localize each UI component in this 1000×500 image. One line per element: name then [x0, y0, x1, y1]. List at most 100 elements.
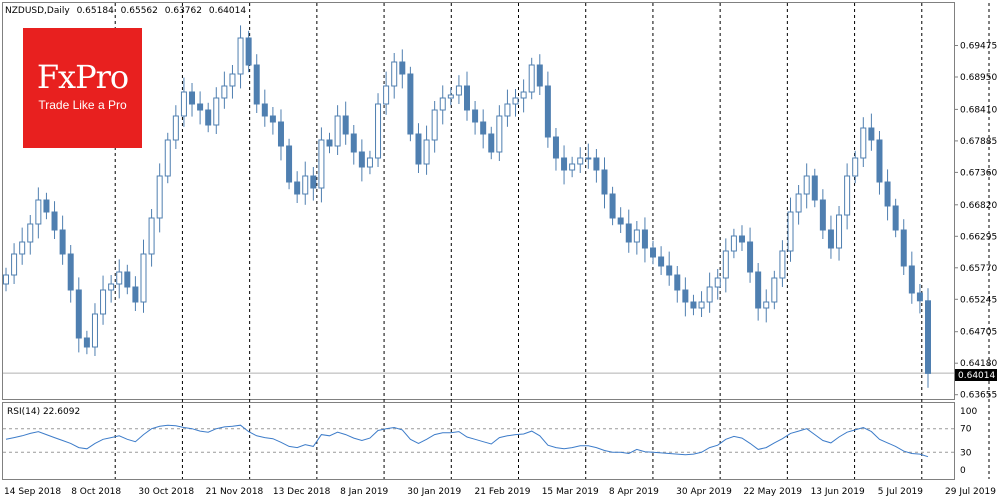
date-tick-label: 21 Feb 2019 [475, 487, 531, 497]
candle-body [205, 109, 212, 126]
date-tick-label: 5 Jul 2019 [878, 487, 923, 497]
candle-body [819, 199, 826, 231]
candle-body [75, 289, 82, 339]
candle-body [310, 175, 317, 189]
price-axis: 0.69475 0.68950 0.68410 0.67885 0.67360 0.668… [954, 42, 997, 401]
candle-body [787, 211, 794, 252]
low-value: 0.63762 [165, 6, 202, 16]
candle-body [706, 286, 713, 303]
candle-body [132, 286, 139, 303]
rsi-axis: 100 70 30 0 [960, 407, 977, 476]
candle-body [237, 37, 244, 75]
candle-body [601, 169, 608, 195]
date-axis: 14 Sep 2018 8 Oct 2018 30 Oct 2018 21 Nov 2… [4, 487, 996, 497]
rsi-panel-frame [2, 402, 955, 480]
candle-body [156, 175, 163, 219]
candle-body [714, 277, 721, 288]
candle-body [415, 133, 422, 165]
candle-body [148, 217, 155, 255]
candle-body [326, 139, 333, 147]
open-value: 0.65184 [77, 6, 114, 16]
price-tick-label: 0.67885 [960, 137, 997, 147]
candle-body [455, 85, 462, 96]
date-tick-label: 29 Jul 2019 [945, 487, 996, 497]
candle-body [43, 199, 50, 213]
price-tick-label: 0.68410 [960, 105, 997, 115]
fxpro-logo: FxPro Trade Like a Pro [23, 28, 142, 148]
candle-body [197, 103, 204, 111]
candle-body [779, 250, 786, 279]
candle-body [91, 313, 98, 348]
candle-body [140, 253, 147, 303]
date-tick-label: 30 Oct 2018 [138, 487, 194, 497]
candle-body [375, 103, 382, 159]
rsi-tick-label: 0 [960, 466, 966, 476]
candle-body [666, 265, 673, 276]
logo-tagline: Trade Like a Pro [38, 98, 127, 112]
candle-body [261, 103, 268, 117]
price-tick-label: 0.65245 [960, 295, 997, 305]
candle-body [407, 73, 414, 135]
candle-body [633, 229, 640, 243]
vertical-grid [114, 3, 990, 479]
candle-body [536, 64, 543, 87]
rsi-tick-label: 70 [960, 425, 972, 435]
candle-body [431, 109, 438, 141]
candle-body [844, 175, 851, 216]
candle-body [391, 61, 398, 87]
candle-body [318, 139, 325, 189]
date-tick-label: 8 Oct 2018 [71, 487, 121, 497]
candle-body [11, 253, 18, 276]
candle-body [350, 133, 357, 153]
candle-body [383, 85, 390, 105]
candle-body [3, 274, 9, 285]
candle-body [512, 97, 519, 105]
candle-body [358, 151, 365, 168]
candle-body [658, 256, 665, 267]
candle-body [569, 163, 576, 171]
symbol-label: NZDUSD,Daily [5, 6, 70, 16]
price-tick-label: 0.68950 [960, 73, 997, 83]
rsi-label: RSI(14) 22.6092 [7, 407, 80, 417]
candle-body [447, 94, 454, 99]
candle-body [439, 97, 446, 111]
date-tick-label: 15 Mar 2019 [542, 487, 599, 497]
price-tick-label: 0.67360 [960, 168, 997, 178]
candle-body [925, 300, 931, 374]
candle-body [698, 301, 705, 309]
rsi-tick-label: 30 [960, 448, 972, 458]
candle-body [164, 139, 171, 177]
candle-body [625, 223, 632, 243]
rsi-tick-label: 100 [960, 407, 977, 417]
candle-body [116, 271, 123, 285]
candle-body [755, 271, 762, 309]
candle-body [342, 115, 349, 135]
date-tick-label: 30 Jan 2019 [407, 487, 461, 497]
candle-body [544, 85, 551, 138]
candle-body [124, 271, 131, 288]
candle-body [334, 115, 341, 147]
candle-body [908, 265, 915, 294]
candle-body [722, 250, 729, 279]
price-tick-label: 0.64705 [960, 328, 997, 338]
price-tick-label: 0.66820 [960, 201, 997, 211]
date-tick-label: 13 Jun 2019 [811, 487, 865, 497]
candle-body [229, 73, 236, 87]
candle-body [399, 61, 406, 75]
candle-body [852, 157, 859, 177]
candle-body [286, 145, 293, 183]
candle-body [892, 205, 899, 231]
candle-body [221, 85, 228, 99]
candle-body [552, 136, 559, 159]
candle-body [464, 85, 470, 111]
candle-body [763, 301, 770, 309]
candle-body [100, 289, 107, 315]
date-tick-label: 14 Sep 2018 [4, 487, 61, 497]
candle-body [528, 64, 535, 93]
candle-body [900, 229, 907, 267]
candle-body [730, 235, 737, 252]
current-price-label: 0.64014 [958, 371, 995, 381]
rsi-line [5, 424, 929, 458]
candle-body [488, 133, 495, 153]
candle-body [108, 283, 115, 291]
